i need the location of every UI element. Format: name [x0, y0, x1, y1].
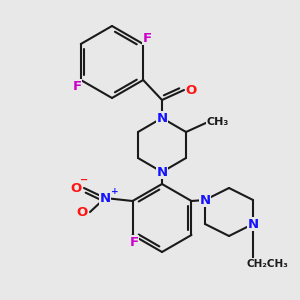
Text: O: O: [70, 182, 82, 194]
Text: O: O: [185, 83, 197, 97]
Text: N: N: [248, 218, 259, 230]
Text: O: O: [76, 206, 88, 218]
Text: F: F: [142, 32, 152, 44]
Text: −: −: [80, 175, 88, 185]
Text: CH₂CH₃: CH₂CH₃: [246, 259, 288, 269]
Text: N: N: [156, 112, 168, 124]
Text: F: F: [72, 80, 81, 92]
Text: N: N: [200, 194, 211, 206]
Text: F: F: [129, 236, 139, 248]
Text: N: N: [99, 191, 111, 205]
Text: +: +: [111, 187, 118, 196]
Text: CH₃: CH₃: [207, 117, 229, 127]
Text: N: N: [156, 166, 168, 178]
